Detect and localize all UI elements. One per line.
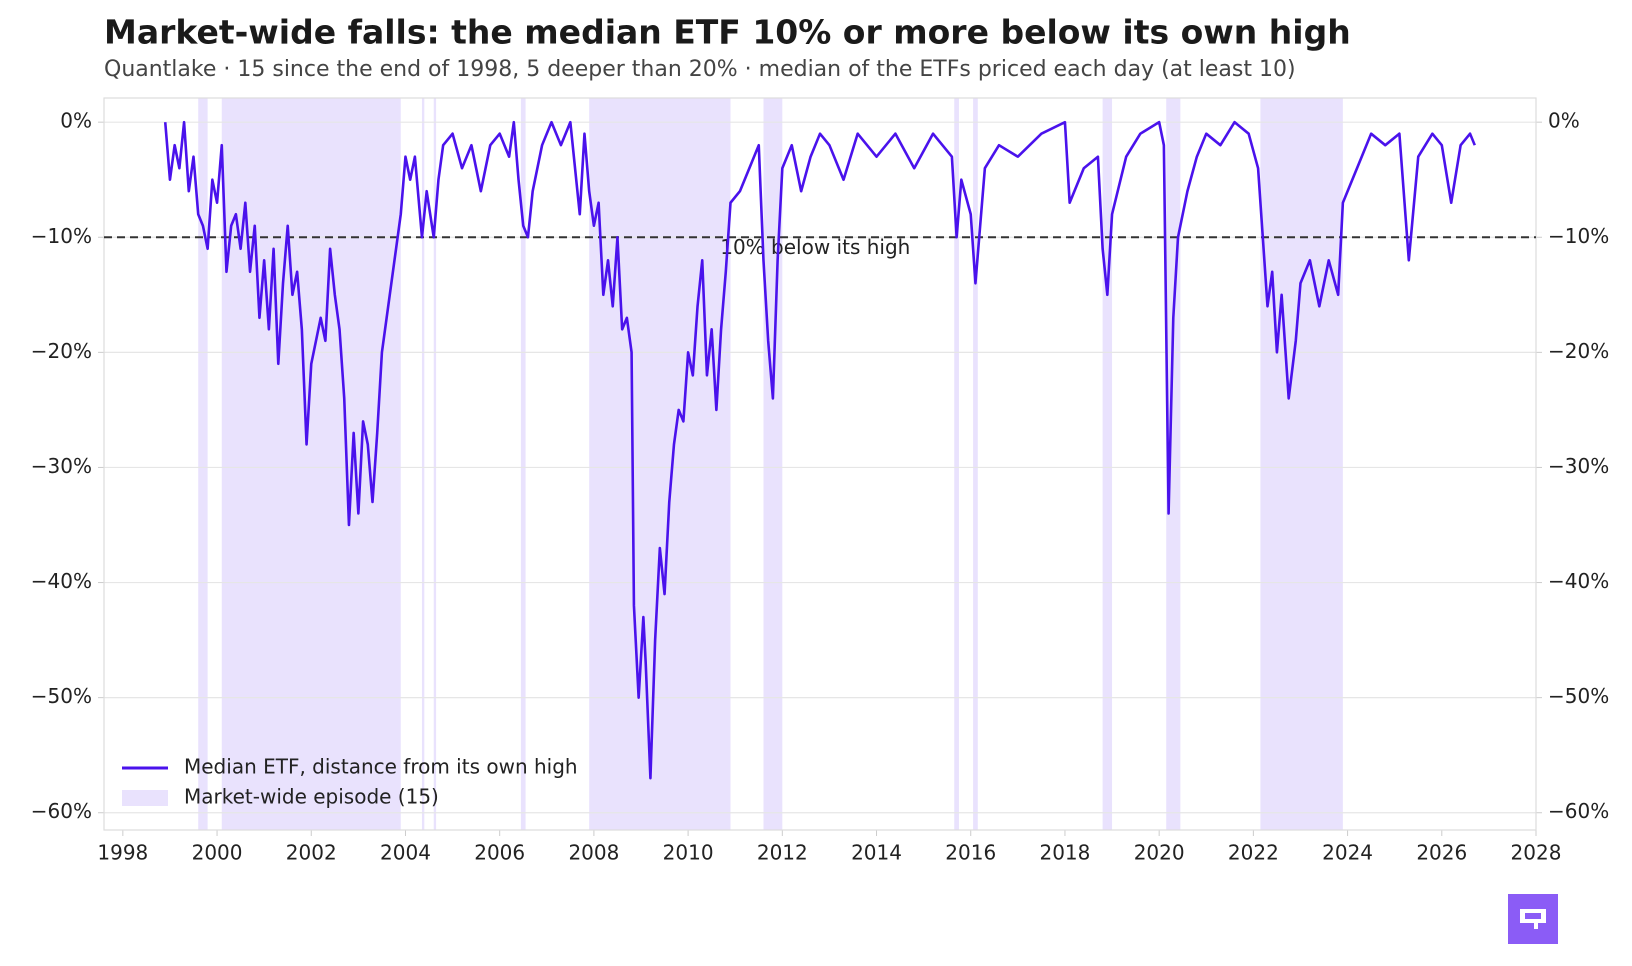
logo xyxy=(1508,894,1558,944)
x-tick-label: 2028 xyxy=(1511,841,1562,865)
y2-tick-label: −10% xyxy=(1548,224,1609,248)
x-tick-label: 2026 xyxy=(1416,841,1467,865)
x-tick-label: 2008 xyxy=(568,841,619,865)
y-tick-label: −30% xyxy=(31,454,92,478)
episode-span xyxy=(221,98,401,830)
y-tick-label: −40% xyxy=(31,569,92,593)
legend-swatch xyxy=(122,790,168,806)
x-tick-label: 2000 xyxy=(192,841,243,865)
x-tick-label: 2014 xyxy=(851,841,902,865)
x-tick-label: 2012 xyxy=(757,841,808,865)
y2-tick-label: −40% xyxy=(1548,569,1609,593)
episode-span xyxy=(1102,98,1113,830)
episode-span xyxy=(1166,98,1181,830)
y2-tick-label: −30% xyxy=(1548,454,1609,478)
episode-span xyxy=(198,98,208,830)
y2-tick-label: 0% xyxy=(1548,109,1580,133)
plot-frame xyxy=(103,97,1537,831)
chart-subtitle: Quantlake · 15 since the end of 1998, 5 … xyxy=(104,57,1296,82)
y2-tick-label: −20% xyxy=(1548,339,1609,363)
legend-label: Market-wide episode (15) xyxy=(184,785,439,809)
reference-label: 10% below its high xyxy=(720,235,910,259)
y2-tick-label: −50% xyxy=(1548,684,1609,708)
y-tick-label: −20% xyxy=(31,339,92,363)
x-tick-label: 2010 xyxy=(663,841,714,865)
chart-title: Market-wide falls: the median ETF 10% or… xyxy=(104,13,1351,52)
legend-label: Median ETF, distance from its own high xyxy=(184,755,578,779)
x-tick-label: 2020 xyxy=(1134,841,1185,865)
y2-tick-label: −60% xyxy=(1548,799,1609,823)
x-tick-label: 2002 xyxy=(286,841,337,865)
y-tick-label: −60% xyxy=(31,799,92,823)
y-tick-label: 0% xyxy=(60,109,92,133)
x-tick-label: 2004 xyxy=(380,841,431,865)
episode-span xyxy=(520,98,526,830)
x-tick-label: 2006 xyxy=(474,841,525,865)
x-tick-label: 2018 xyxy=(1039,841,1090,865)
y-tick-label: −50% xyxy=(31,684,92,708)
x-tick-label: 1998 xyxy=(97,841,148,865)
x-tick-label: 2024 xyxy=(1322,841,1373,865)
y-tick-label: −10% xyxy=(31,224,92,248)
episode-span xyxy=(973,98,978,830)
episode-span xyxy=(433,98,437,830)
episode-span xyxy=(1260,98,1343,830)
x-tick-label: 2022 xyxy=(1228,841,1279,865)
episode-span xyxy=(589,98,731,830)
x-tick-label: 2016 xyxy=(945,841,996,865)
data-line xyxy=(163,120,1476,780)
episode-span xyxy=(421,98,425,830)
episode-span xyxy=(954,98,959,830)
